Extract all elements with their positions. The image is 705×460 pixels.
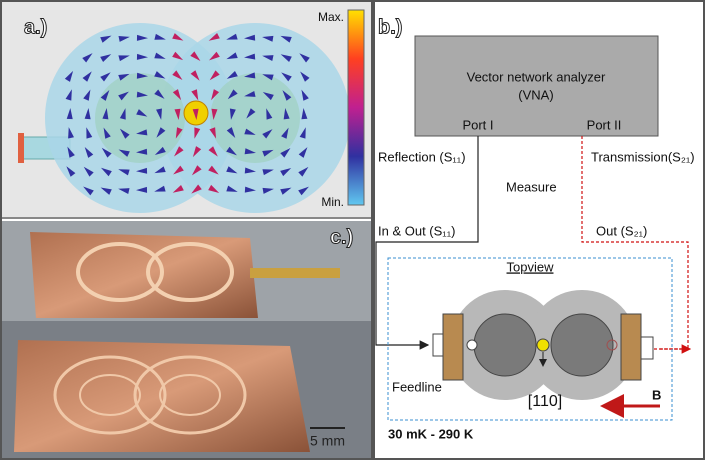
measure-label: Measure xyxy=(506,179,557,194)
plate-bottom xyxy=(14,340,310,452)
port-1: Port I xyxy=(462,117,493,132)
colorbar-min: Min. xyxy=(321,195,344,209)
reflection-label: Reflection (S₁₁) xyxy=(378,149,466,164)
connector-right xyxy=(641,337,653,359)
port-2: Port II xyxy=(587,117,622,132)
panel-label: c.) xyxy=(330,226,353,248)
vna-title: Vector network analyzer xyxy=(467,69,606,84)
colorbar xyxy=(348,10,364,205)
feedline-label: Feedline xyxy=(392,379,442,394)
panel-c: 5 mm c.) xyxy=(1,221,372,459)
post-right xyxy=(551,314,613,376)
colorbar-max: Max. xyxy=(318,10,344,24)
scale-label: 5 mm xyxy=(310,433,345,449)
panel-b: b.) Vector network analyzer (VNA) Port I… xyxy=(374,1,704,459)
transmission-label: Transmission(S₂₁) xyxy=(591,149,695,164)
cable xyxy=(250,268,340,278)
plate-top xyxy=(30,232,258,318)
antenna-left xyxy=(467,340,477,350)
sample xyxy=(537,339,549,351)
plate-left xyxy=(443,314,463,380)
post-left xyxy=(95,73,185,163)
vna-box xyxy=(415,36,658,136)
in-out-label: In & Out (S₁₁) xyxy=(378,223,455,238)
connector-flange xyxy=(18,133,24,163)
panel-label: b.) xyxy=(378,16,402,38)
topview-label: Topview xyxy=(507,259,555,274)
field-label: B xyxy=(652,387,661,402)
out-label: Out (S₂₁) xyxy=(596,223,647,238)
figure: Max. Min. a.) 5 mm c.) b.) Vector networ… xyxy=(0,0,705,460)
temperature-label: 30 mK - 290 K xyxy=(388,426,474,441)
vna-abbr: (VNA) xyxy=(518,87,553,102)
post-left xyxy=(474,314,536,376)
panel-a: Max. Min. a.) xyxy=(1,1,372,218)
direction-label: [110] xyxy=(528,393,562,410)
plate-right xyxy=(621,314,641,380)
panel-label: a.) xyxy=(24,16,47,38)
